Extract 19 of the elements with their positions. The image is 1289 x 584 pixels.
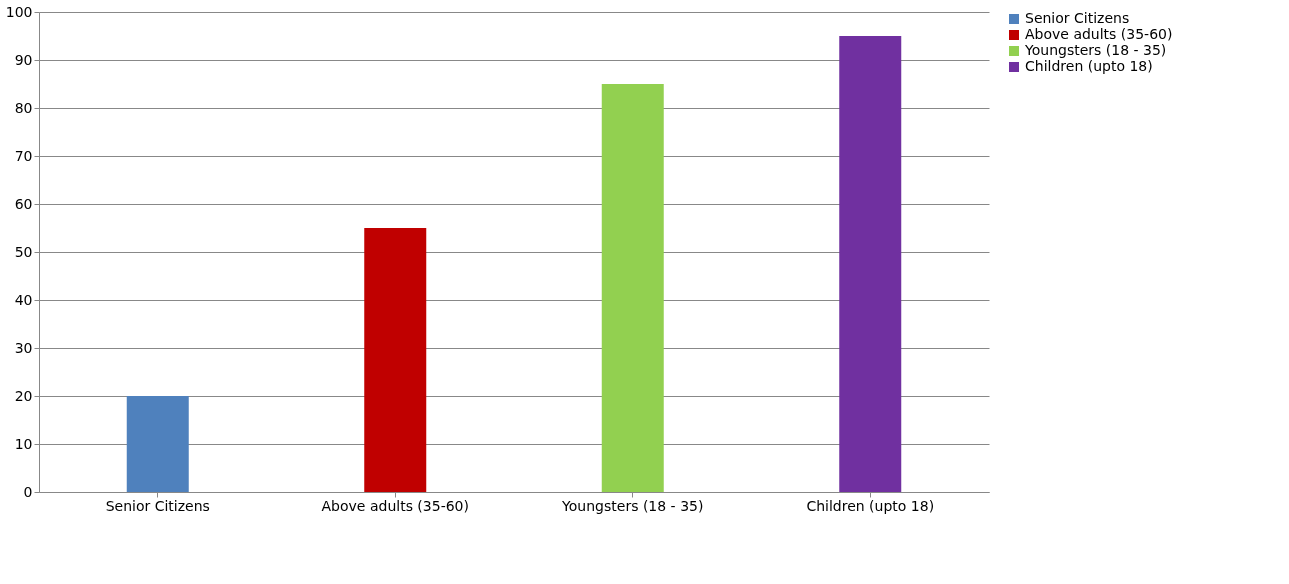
legend-label: Above adults (35-60) [1025,26,1173,42]
x-tick-label: Senior Citizens [105,497,210,514]
y-tick-label: 10 [14,435,33,452]
y-tick-label: 0 [23,483,33,500]
legend-label: Children (upto 18) [1025,58,1153,74]
y-tick-label: 70 [14,147,33,164]
y-tick-label: 50 [14,243,33,260]
legend-label: Youngsters (18 - 35) [1024,42,1167,58]
y-tick-label: 80 [14,99,33,116]
x-tick-label: Youngsters (18 - 35) [561,497,704,514]
x-tick-label: Above adults (35-60) [321,497,469,514]
y-tick-label: 90 [14,51,33,68]
legend-label: Senior Citizens [1025,10,1130,26]
y-tick-label: 20 [14,387,33,404]
x-tick-label: Children (upto 18) [806,497,935,514]
y-tick-label: 30 [14,339,33,356]
y-tick-label: 100 [5,3,33,20]
y-tick-label: 60 [14,195,33,212]
y-tick-label: 40 [14,291,33,308]
